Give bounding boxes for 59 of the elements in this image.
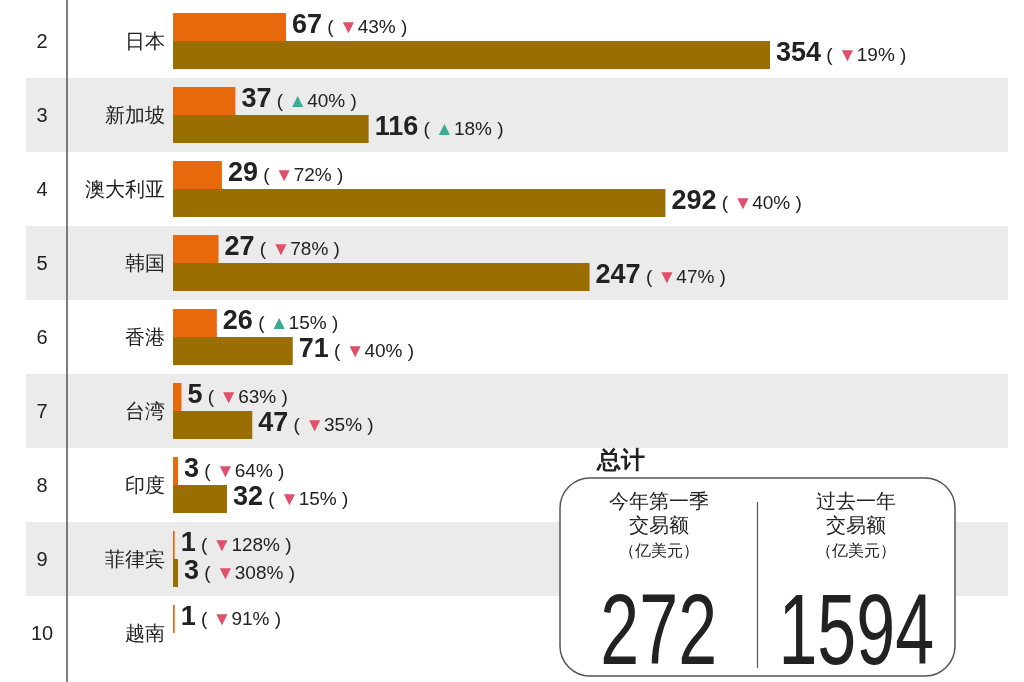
y-tick-label: 日本 xyxy=(125,30,165,52)
bar xyxy=(173,383,182,411)
data-label: 3 ( ▼308% ) xyxy=(184,554,295,585)
text: 7 xyxy=(36,400,48,422)
text: 9 xyxy=(36,548,48,570)
bar xyxy=(173,161,222,189)
y-tick-label: 台湾 xyxy=(125,400,165,422)
data-label: 116 ( ▲18% ) xyxy=(374,110,504,141)
text: 6 xyxy=(36,326,48,348)
text: 2 xyxy=(36,30,48,52)
y-tick-label: 印度 xyxy=(125,474,165,496)
data-label: 27 ( ▼78% ) xyxy=(224,230,340,261)
bar xyxy=(173,411,253,439)
text: 4 xyxy=(36,178,48,200)
data-label: 292 ( ▼40% ) xyxy=(671,184,802,215)
y-tick-label: 菲律宾 xyxy=(105,548,165,570)
bar xyxy=(173,337,293,365)
data-label: 5 ( ▼63% ) xyxy=(187,378,288,409)
text: 总计 xyxy=(596,446,645,473)
y-tick-label: 韩国 xyxy=(125,252,165,274)
y-tick-label: 澳大利亚 xyxy=(85,178,165,200)
text: （亿美元） xyxy=(816,542,897,559)
text: 8 xyxy=(36,474,48,496)
annotation: 交易额 xyxy=(628,514,689,536)
data-label: 26 ( ▲15% ) xyxy=(222,304,339,335)
y-tick-label: 新加坡 xyxy=(105,104,165,126)
text: 5 xyxy=(36,252,48,274)
bar xyxy=(173,115,369,143)
data-label: 354 ( ▼19% ) xyxy=(776,36,907,67)
bar xyxy=(173,457,179,485)
text: 10 xyxy=(30,622,54,644)
data-label: 47 ( ▼35% ) xyxy=(258,406,374,437)
bar xyxy=(173,41,770,69)
bar xyxy=(173,263,590,291)
data-label: 67 ( ▼43% ) xyxy=(291,8,408,39)
bar xyxy=(173,309,217,337)
data-label: 71 ( ▼40% ) xyxy=(298,332,415,363)
data-label: 37 ( ▲40% ) xyxy=(241,82,357,113)
data-label: 247 ( ▼47% ) xyxy=(595,258,726,289)
data-label: 32 ( ▼15% ) xyxy=(232,480,349,511)
text: 1594 xyxy=(778,573,935,682)
bar xyxy=(173,13,286,41)
data-label: 1 ( ▼128% ) xyxy=(180,526,292,557)
text: 3 xyxy=(36,104,48,126)
data-label: 1 ( ▼91% ) xyxy=(180,600,282,631)
y-tick-label: 香港 xyxy=(125,326,165,348)
bar xyxy=(173,485,227,513)
annotation: 272 xyxy=(600,573,718,682)
data-label: 3 ( ▼64% ) xyxy=(184,452,285,483)
bar xyxy=(173,189,666,217)
text: 过去一年 xyxy=(816,490,897,512)
annotation: 今年第一季 xyxy=(608,490,709,512)
text: 交易额 xyxy=(826,514,887,536)
bar xyxy=(173,235,219,263)
y-tick-label: 越南 xyxy=(125,622,165,644)
bar xyxy=(173,559,179,587)
annotation: （亿美元） xyxy=(618,542,699,559)
data-label: 29 ( ▼72% ) xyxy=(227,156,344,187)
bar xyxy=(173,87,236,115)
